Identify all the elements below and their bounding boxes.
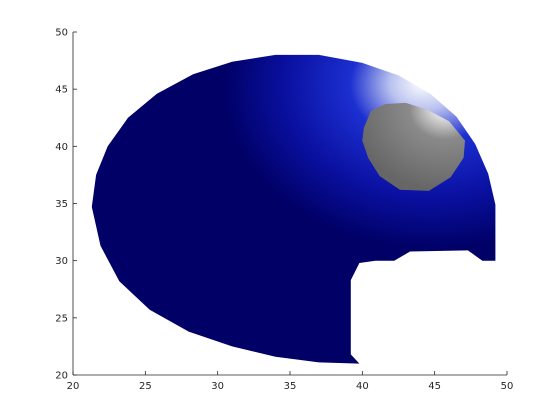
x-tick-label-35: 35 [284, 381, 297, 392]
x-tick-label-45: 45 [428, 381, 441, 392]
y-tick-label-40: 40 [55, 142, 68, 153]
x-tick-label-25: 25 [139, 381, 152, 392]
x-tick-label-40: 40 [356, 381, 369, 392]
y-tick-label-25: 25 [55, 313, 68, 324]
y-tick-label-35: 35 [55, 199, 68, 210]
x-tick-label-30: 30 [211, 381, 224, 392]
y-tick-label-45: 45 [55, 85, 68, 96]
y-ticks: 20 25 30 35 40 45 50 [55, 28, 77, 382]
axes-group: 20 25 30 35 40 45 50 20 25 30 35 40 45 50 [55, 28, 513, 393]
blue-surface [91, 54, 496, 364]
y-tick-label-20: 20 [55, 371, 68, 382]
surfaces-group [91, 54, 496, 364]
x-ticks: 20 25 30 35 40 45 50 [67, 371, 514, 392]
x-tick-label-50: 50 [501, 381, 514, 392]
grey-ellipsoid [362, 102, 465, 191]
x-tick-label-20: 20 [67, 381, 80, 392]
y-tick-label-50: 50 [55, 28, 68, 39]
y-tick-label-30: 30 [55, 256, 68, 267]
